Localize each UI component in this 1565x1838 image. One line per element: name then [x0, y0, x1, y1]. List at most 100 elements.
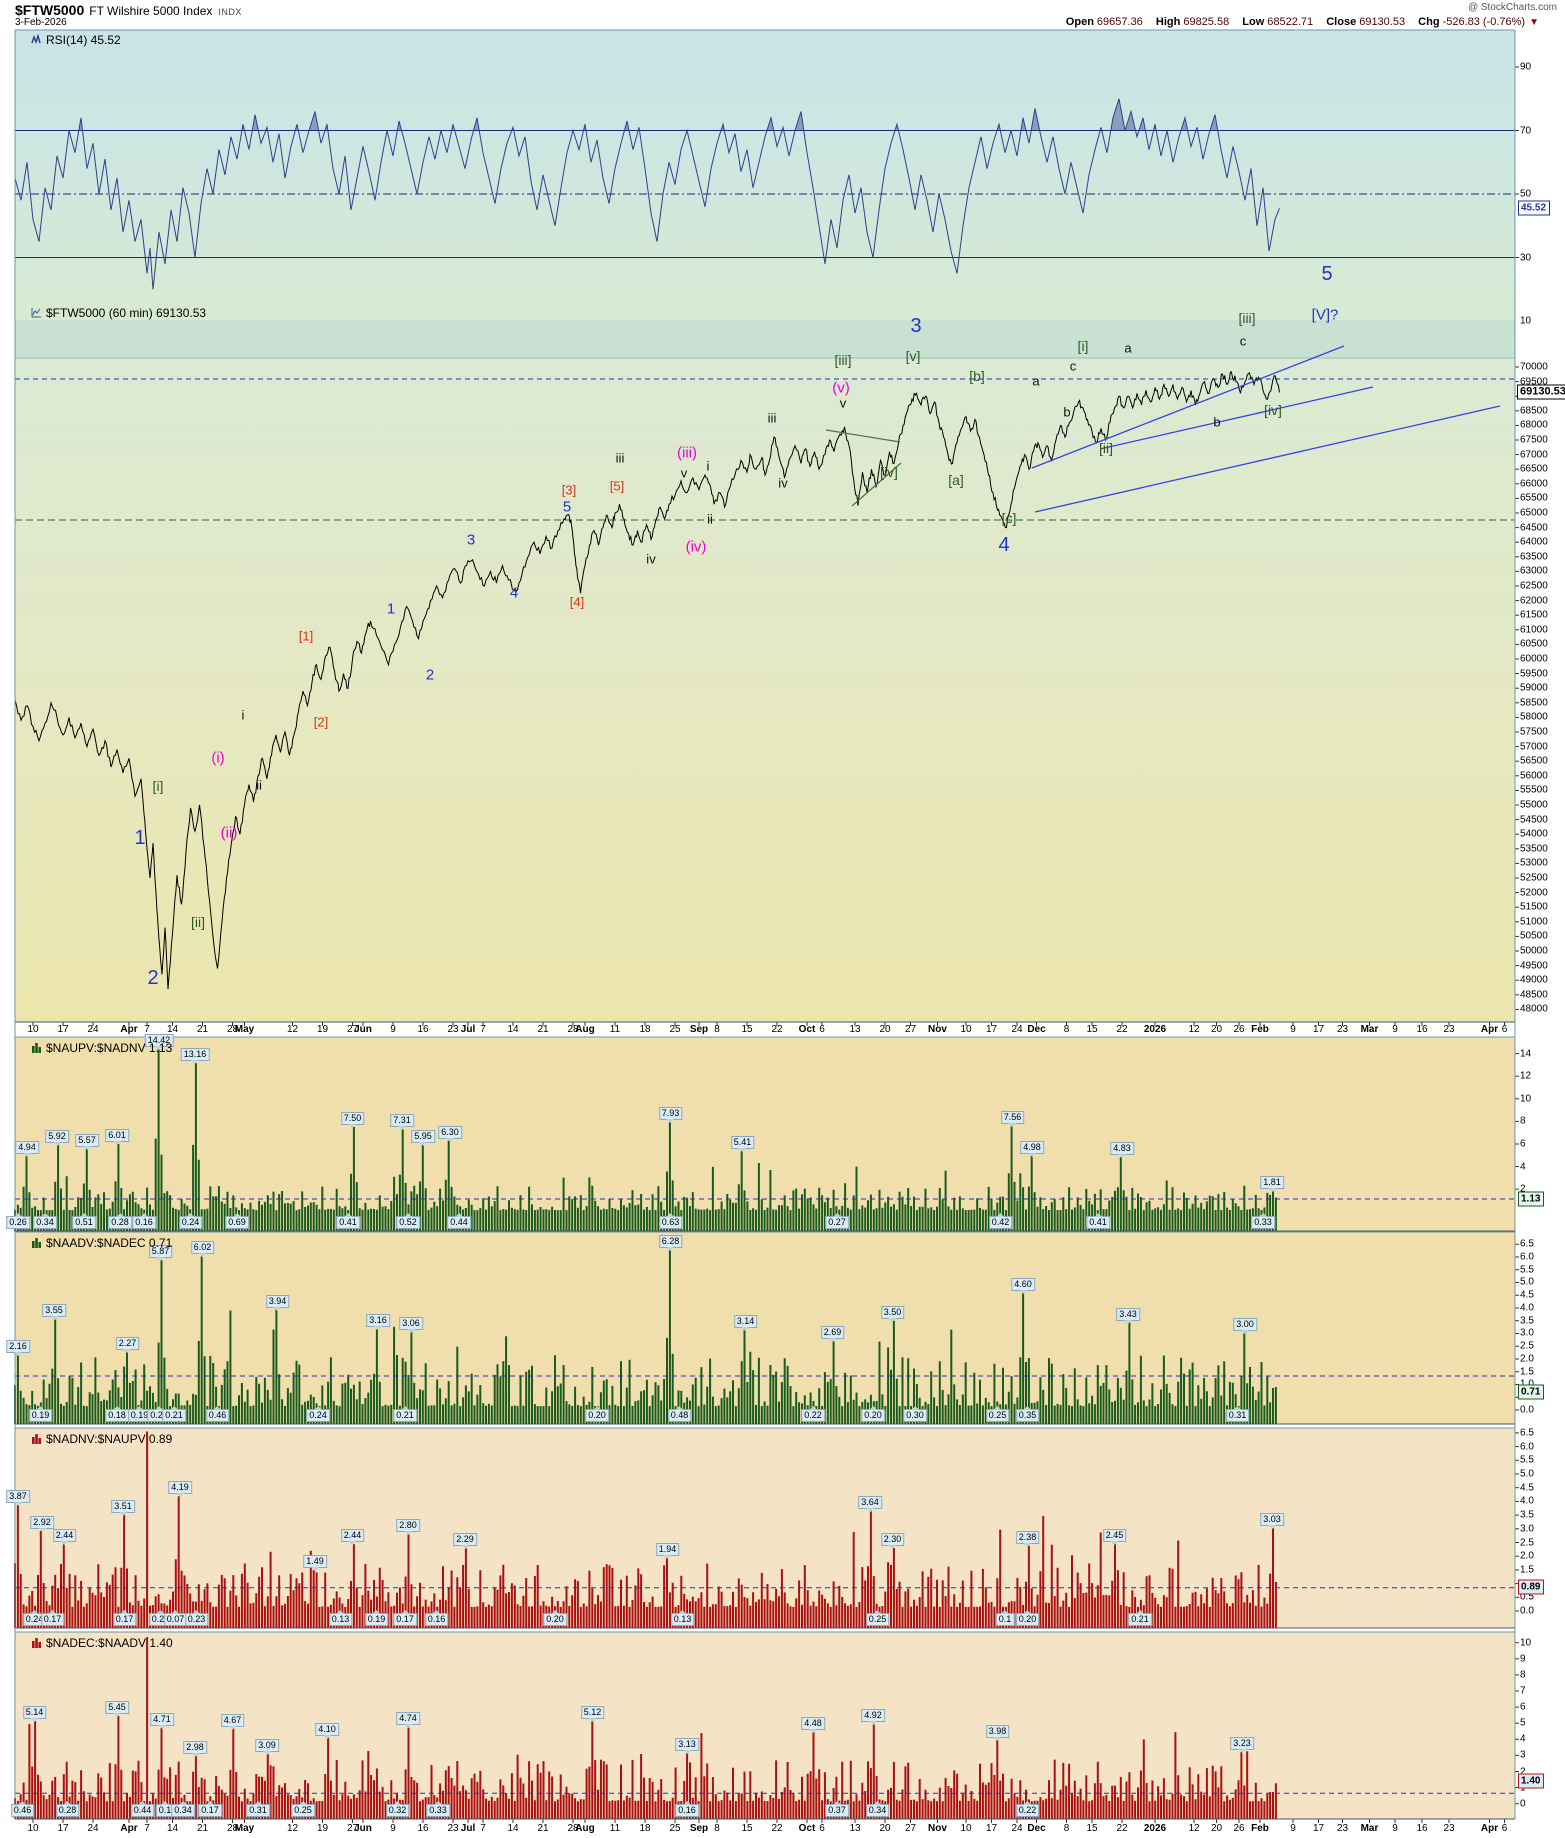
naadv-axis-label: 5.0 [1520, 1276, 1534, 1288]
naadv-peak-callout: 3.06 [399, 1316, 423, 1333]
nadec-peak-callout: 3.13 [675, 1738, 699, 1755]
elliott-wave-label: i [706, 458, 710, 474]
nadnv-low-callout: 0.20 [1015, 1610, 1040, 1626]
date-axis-label-bottom: 21 [196, 1823, 209, 1834]
elliott-wave-label: ii [256, 777, 262, 793]
elliott-wave-label: iv [778, 475, 788, 491]
elliott-wave-label: [V]? [1311, 306, 1339, 324]
naadv-low-callout: 0.31 [1225, 1406, 1250, 1422]
naupv-peak-callout: 7.31 [390, 1114, 414, 1131]
elliott-wave-label: [ii] [191, 914, 205, 930]
elliott-wave-label: 1 [134, 827, 146, 849]
date-axis-label-bottom: 8 [714, 1823, 720, 1834]
naadv-peak-callout: 3.00 [1233, 1318, 1257, 1335]
date-axis-label: 9 [390, 1024, 396, 1035]
naupv-low-callout: 0.41 [336, 1213, 360, 1229]
nadec-low-callout: 0.31 [246, 1801, 270, 1817]
price-axis-label: 66000 [1520, 478, 1548, 490]
nadnv-value-tag: 0.89 [1518, 1579, 1545, 1595]
date-axis-label-bottom: 9 [1392, 1823, 1398, 1834]
naupv-peak-callout: 4.83 [1110, 1142, 1134, 1159]
date-axis-label: 19 [316, 1024, 329, 1035]
nadnv-low-callout: 0.13 [328, 1610, 353, 1626]
naadv-low-callout: 0.20 [585, 1406, 609, 1422]
nadec-axis-label: 3 [1520, 1749, 1526, 1761]
price-axis-label: 61500 [1520, 609, 1548, 621]
price-axis-label: 63500 [1520, 551, 1548, 563]
naupv-low-callout: 0.27 [825, 1213, 849, 1229]
date-axis-label: 6 [819, 1024, 825, 1035]
nadec-peak-callout: 5.14 [22, 1705, 47, 1722]
histogram-icon [31, 1433, 42, 1447]
date-axis-label: 20 [879, 1024, 891, 1035]
rsi-panel-canvas[interactable] [15, 30, 1515, 320]
naadv-peak-callout: 2.16 [6, 1339, 30, 1356]
date-axis-label: 8 [1063, 1024, 1070, 1035]
elliott-wave-label: v [839, 395, 847, 411]
date-axis-label: 22 [771, 1024, 783, 1035]
symbol: $FTW5000 [15, 2, 85, 18]
date-axis-label-bottom: 10 [960, 1823, 972, 1834]
date-axis-label-bottom: 14 [507, 1823, 519, 1834]
naupv-low-callout: 0.33 [1251, 1213, 1275, 1229]
elliott-wave-label: c [1239, 333, 1247, 349]
date-axis-label-bottom: 22 [1116, 1823, 1128, 1834]
chevron-down-icon[interactable]: ▼ [1529, 17, 1539, 28]
nadnv-low-callout: 0.17 [393, 1610, 417, 1626]
nadnv-axis-label: 1.5 [1520, 1564, 1534, 1576]
nadnv-low-callout: 0.13 [670, 1610, 695, 1626]
date-axis-label: 9 [1290, 1024, 1296, 1035]
nadnv-peak-callout: 2.38 [1015, 1530, 1040, 1547]
nadnv-title-text: $NADNV:$NAUPV 0.89 [46, 1432, 173, 1446]
date-axis-label-bottom: 20 [1210, 1823, 1223, 1834]
date-axis-label: 17 [57, 1024, 69, 1035]
price-axis-label: 65000 [1520, 507, 1548, 519]
elliott-wave-label: [iv] [1264, 402, 1282, 418]
price-axis-label: 52000 [1520, 887, 1548, 899]
naadv-peak-callout: 6.28 [658, 1234, 683, 1251]
date-axis-label: 24 [87, 1024, 99, 1035]
date-axis-label-bottom: 6 [1501, 1823, 1508, 1834]
symbol-name: FT Wilshire 5000 Index [89, 4, 213, 18]
nadec-low-callout: 0.32 [385, 1801, 410, 1817]
elliott-wave-label: i [241, 707, 245, 723]
elliott-wave-label: [2] [313, 714, 329, 730]
nadec-peak-callout: 4.48 [801, 1716, 825, 1733]
nadnv-axis-label: 3.0 [1520, 1523, 1534, 1535]
naadv-low-callout: 0.48 [667, 1406, 692, 1422]
rsi-overbought-fill [69, 98, 1218, 131]
nadec-axis-label: 6 [1520, 1701, 1526, 1713]
naadv-axis-label: 3.0 [1520, 1327, 1534, 1339]
nadnv-panel-canvas[interactable] [15, 1428, 1515, 1628]
chg-value: -526.83 (-0.76%) [1442, 16, 1526, 28]
nadec-low-callout: 0.34 [865, 1801, 890, 1817]
elliott-wave-label: 3 [910, 315, 922, 337]
nadnv-peak-callout: 1.94 [655, 1542, 680, 1559]
nadnv-peak-callout: 3.03 [1260, 1512, 1284, 1529]
naupv-axis-label: 2 [1520, 1183, 1526, 1195]
nadnv-low-callout: 0.20 [543, 1610, 567, 1626]
elliott-wave-label: 1 [386, 600, 396, 618]
price-axis-label: 57000 [1520, 741, 1548, 753]
nadnv-axis-label: 0.5 [1520, 1591, 1534, 1603]
nadec-title: $NADEC:$NAADV 1.40 [31, 1636, 173, 1651]
nadnv-peak-callout: 2.29 [453, 1533, 477, 1550]
naupv-peak-callout: 14.42 [144, 1033, 174, 1050]
price-panel-canvas[interactable] [15, 320, 1515, 1022]
date-axis-label-bottom: 16 [417, 1823, 429, 1834]
nadnv-axis-label: 5.5 [1520, 1454, 1534, 1466]
price-axis-label: 59500 [1520, 668, 1548, 680]
elliott-wave-label: [5] [609, 478, 625, 494]
price-axis-label: 48000 [1520, 1003, 1548, 1015]
elliott-wave-label: [ii] [1099, 440, 1113, 456]
date-axis-label: 21 [196, 1024, 209, 1035]
elliott-wave-label: [i] [1077, 338, 1089, 354]
naadv-low-callout: 0.19 [28, 1406, 53, 1422]
nadnv-peak-callout: 3.87 [6, 1489, 30, 1506]
nadec-axis-label: 10 [1520, 1637, 1532, 1649]
date-axis-label: 10 [960, 1024, 972, 1035]
date-axis-label-bottom: 2026 [1143, 1823, 1167, 1834]
nadnv-peak-callout: 4.19 [168, 1481, 192, 1498]
nadnv-low-callout: 0.19 [364, 1610, 389, 1626]
nadec-low-callout: 0.33 [426, 1801, 450, 1817]
